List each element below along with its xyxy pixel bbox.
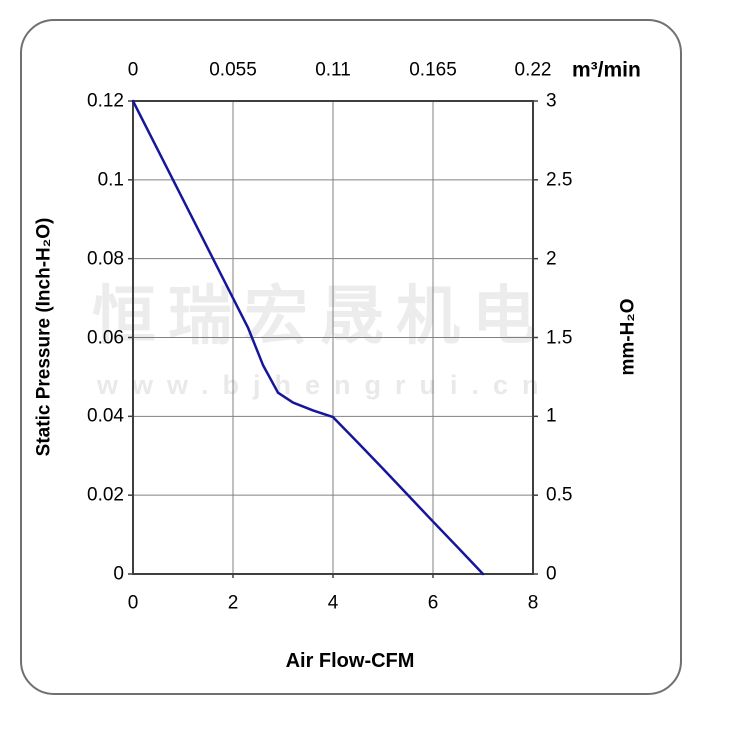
left-axis-tick-label: 0.06 xyxy=(87,327,124,348)
left-axis-tick-label: 0.02 xyxy=(87,484,124,506)
bottom-axis-tick-label: 6 xyxy=(427,592,439,614)
left-axis-tick-label: 0.12 xyxy=(87,90,124,112)
top-axis-unit-label: m³/min xyxy=(572,58,641,82)
bottom-axis-tick-label: 4 xyxy=(327,592,339,614)
right-axis-tick-label: 2 xyxy=(546,248,557,270)
left-axis-tick-label: 0.04 xyxy=(87,405,124,427)
right-axis-tick-label: 0.5 xyxy=(546,484,573,506)
plot-border xyxy=(132,100,534,575)
top-axis-tick-label: 0.22 xyxy=(514,59,552,81)
right-axis-tick-label: 0 xyxy=(546,563,557,585)
pressure-airflow-curve xyxy=(131,99,485,576)
bottom-axis-title: Air Flow-CFM xyxy=(285,650,415,672)
plot-area xyxy=(128,99,538,578)
right-axis-tick-label: 1 xyxy=(546,405,557,427)
top-axis-tick-label: 0 xyxy=(127,59,139,81)
bottom-axis-tick-label: 2 xyxy=(227,592,239,614)
left-axis-tick-label: 0.1 xyxy=(97,169,124,191)
left-axis-tick-label: 0.08 xyxy=(87,248,124,270)
bottom-axis-tick-label: 8 xyxy=(527,592,539,614)
top-axis-tick-label: 0.055 xyxy=(209,59,257,81)
top-axis-tick-label: 0.11 xyxy=(315,59,351,81)
right-axis-tick-label: 2.5 xyxy=(546,169,573,191)
chart-frame-border xyxy=(20,19,682,695)
top-axis-tick-label: 0.165 xyxy=(409,59,457,81)
right-axis-tick-label: 1.5 xyxy=(546,327,573,348)
left-axis-tick-label: 0 xyxy=(113,563,124,585)
bottom-axis-tick-label: 0 xyxy=(127,592,139,614)
left-axis-title: Static Pressure (Inch-H₂O) xyxy=(33,217,55,457)
watermark-website-text: www.bjhengrui.cn xyxy=(97,370,553,400)
right-axis-title: mm-H₂O xyxy=(617,298,639,376)
right-axis-tick-label: 3 xyxy=(546,90,557,112)
